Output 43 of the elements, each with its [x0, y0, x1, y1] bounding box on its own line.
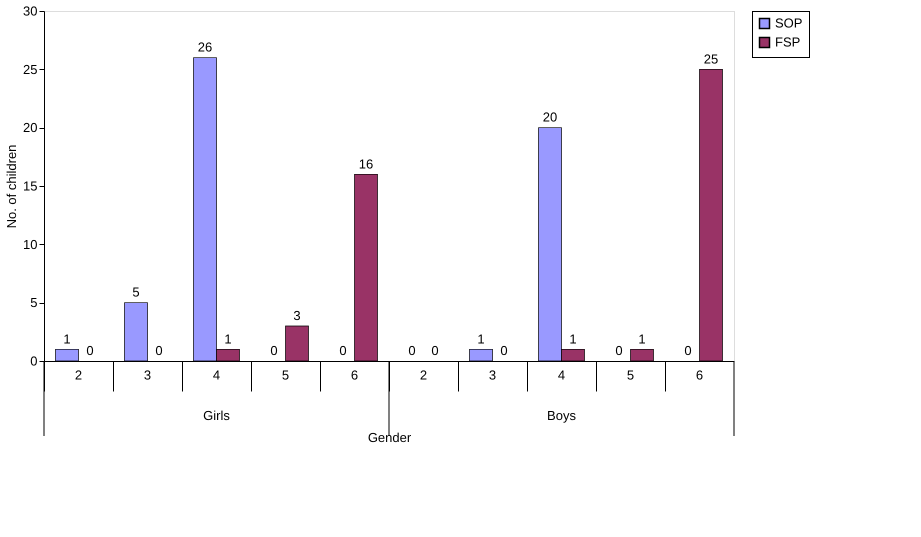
data-label: 25 [704, 51, 718, 66]
y-tick-label: 20 [23, 120, 38, 136]
x-tick-label: 3 [144, 368, 152, 382]
y-tick-label: 30 [23, 4, 38, 18]
legend-label: FSP [775, 34, 800, 50]
x-axis-title: Gender [368, 430, 412, 445]
text: Boys [547, 408, 576, 423]
data-label: 1 [63, 331, 71, 346]
data-label: 0 [684, 343, 692, 358]
y-tick-label: 0 [30, 354, 38, 368]
y-axis-title: No. of children [4, 144, 20, 228]
x-tick-label: 2 [420, 368, 428, 382]
x-tick-label: 2 [74, 368, 82, 382]
text: Girls [203, 408, 230, 423]
x-tick-label: 5 [282, 368, 290, 382]
data-label: 1 [477, 331, 485, 346]
x-tick-label: 5 [626, 368, 634, 382]
y-tick-label: 5 [30, 295, 38, 310]
y-tick-label: 10 [23, 236, 38, 252]
data-label: 1 [224, 331, 232, 346]
data-label: 0 [270, 343, 278, 358]
data-label: 16 [358, 156, 374, 172]
x-tick-label: 6 [350, 368, 358, 382]
data-label: 0 [339, 343, 347, 358]
data-label: 20 [542, 110, 558, 125]
y-tick-label: 15 [23, 178, 38, 194]
x-tick-label: 3 [488, 368, 496, 382]
data-label: 26 [198, 40, 212, 55]
data-label: 1 [569, 331, 577, 346]
data-label: 0 [431, 343, 439, 358]
data-label: 1 [638, 331, 646, 346]
data-label: 5 [132, 284, 140, 300]
x-tick-label: 4 [558, 368, 566, 382]
data-label: 0 [408, 343, 416, 358]
data-label: 0 [86, 343, 94, 358]
data-label: 0 [615, 343, 623, 358]
x-tick-label: 4 [212, 368, 220, 382]
data-label: 3 [293, 308, 301, 323]
x-tick-label: 6 [696, 368, 704, 382]
legend-label: SOP [775, 16, 802, 30]
y-tick-label: 25 [23, 62, 38, 77]
data-label: 0 [155, 343, 163, 358]
data-label: 0 [500, 343, 508, 358]
